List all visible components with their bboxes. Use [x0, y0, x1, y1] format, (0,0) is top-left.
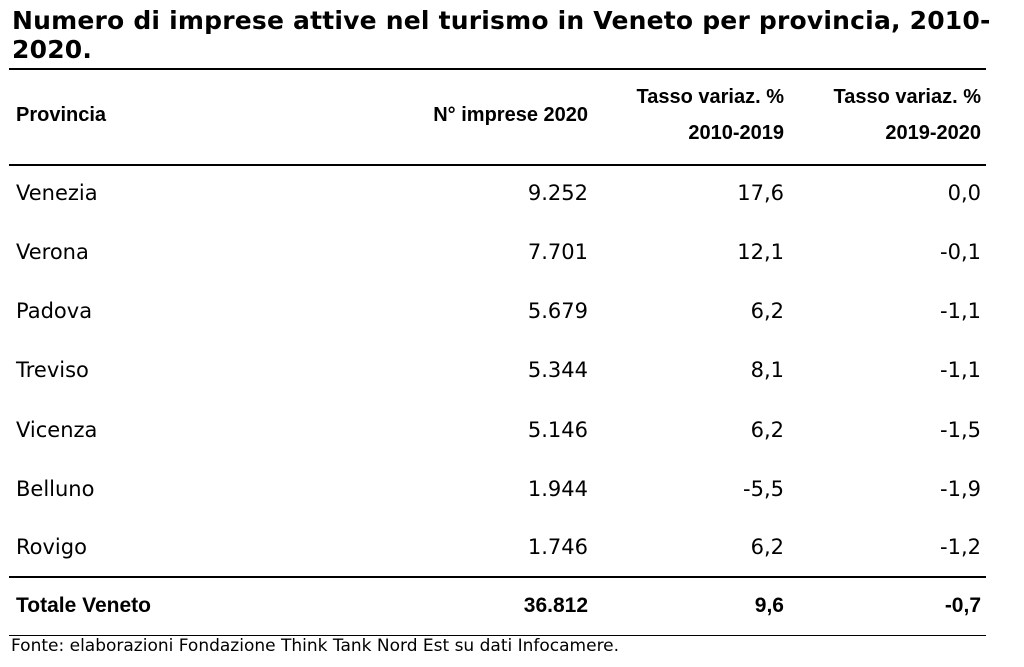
table-total-rule: [9, 576, 986, 578]
table-top-rule: [9, 68, 986, 70]
row-provincia: Treviso: [16, 358, 89, 382]
row-provincia: Verona: [16, 240, 89, 264]
total-var1: 9,6: [754, 594, 784, 617]
row-var2: -1,9: [940, 477, 981, 501]
page-title: Numero di imprese attive nel turismo in …: [12, 6, 991, 64]
row-imprese: 1.944: [527, 477, 588, 501]
row-var1: 6,2: [750, 299, 784, 323]
row-var1: 17,6: [737, 181, 784, 205]
row-provincia: Belluno: [16, 477, 95, 501]
total-var2: -0,7: [944, 594, 981, 617]
source-note: Fonte: elaborazioni Fondazione Think Tan…: [11, 636, 620, 656]
header-provincia: Provincia: [16, 104, 107, 126]
header-imprese: N° imprese 2020: [433, 104, 588, 126]
header-var2-line2: 2019-2020: [885, 122, 981, 144]
row-var1: 8,1: [750, 358, 784, 382]
row-imprese: 9.252: [527, 181, 588, 205]
total-imprese: 36.812: [523, 594, 588, 617]
row-provincia: Rovigo: [16, 535, 87, 559]
row-var2: -1,1: [940, 358, 981, 382]
row-provincia: Vicenza: [16, 418, 98, 442]
row-var1: -5,5: [743, 477, 784, 501]
table-bottom-rule: [9, 635, 986, 636]
row-provincia: Venezia: [16, 181, 98, 205]
total-label: Totale Veneto: [16, 594, 151, 617]
table-header-rule: [9, 164, 986, 166]
row-imprese: 5.146: [527, 418, 588, 442]
row-var1: 6,2: [750, 418, 784, 442]
row-var2: -1,2: [940, 535, 981, 559]
row-var2: -1,5: [940, 418, 981, 442]
row-imprese: 7.701: [527, 240, 588, 264]
row-var2: -1,1: [940, 299, 981, 323]
row-var1: 12,1: [737, 240, 784, 264]
row-imprese: 5.344: [527, 358, 588, 382]
row-var2: 0,0: [947, 181, 981, 205]
header-var2-line1: Tasso variaz. %: [833, 86, 981, 108]
header-var1-line2: 2010-2019: [688, 122, 784, 144]
row-var1: 6,2: [750, 535, 784, 559]
row-imprese: 1.746: [527, 535, 588, 559]
header-var1-line1: Tasso variaz. %: [636, 86, 784, 108]
row-var2: -0,1: [940, 240, 981, 264]
row-provincia: Padova: [16, 299, 93, 323]
row-imprese: 5.679: [527, 299, 588, 323]
